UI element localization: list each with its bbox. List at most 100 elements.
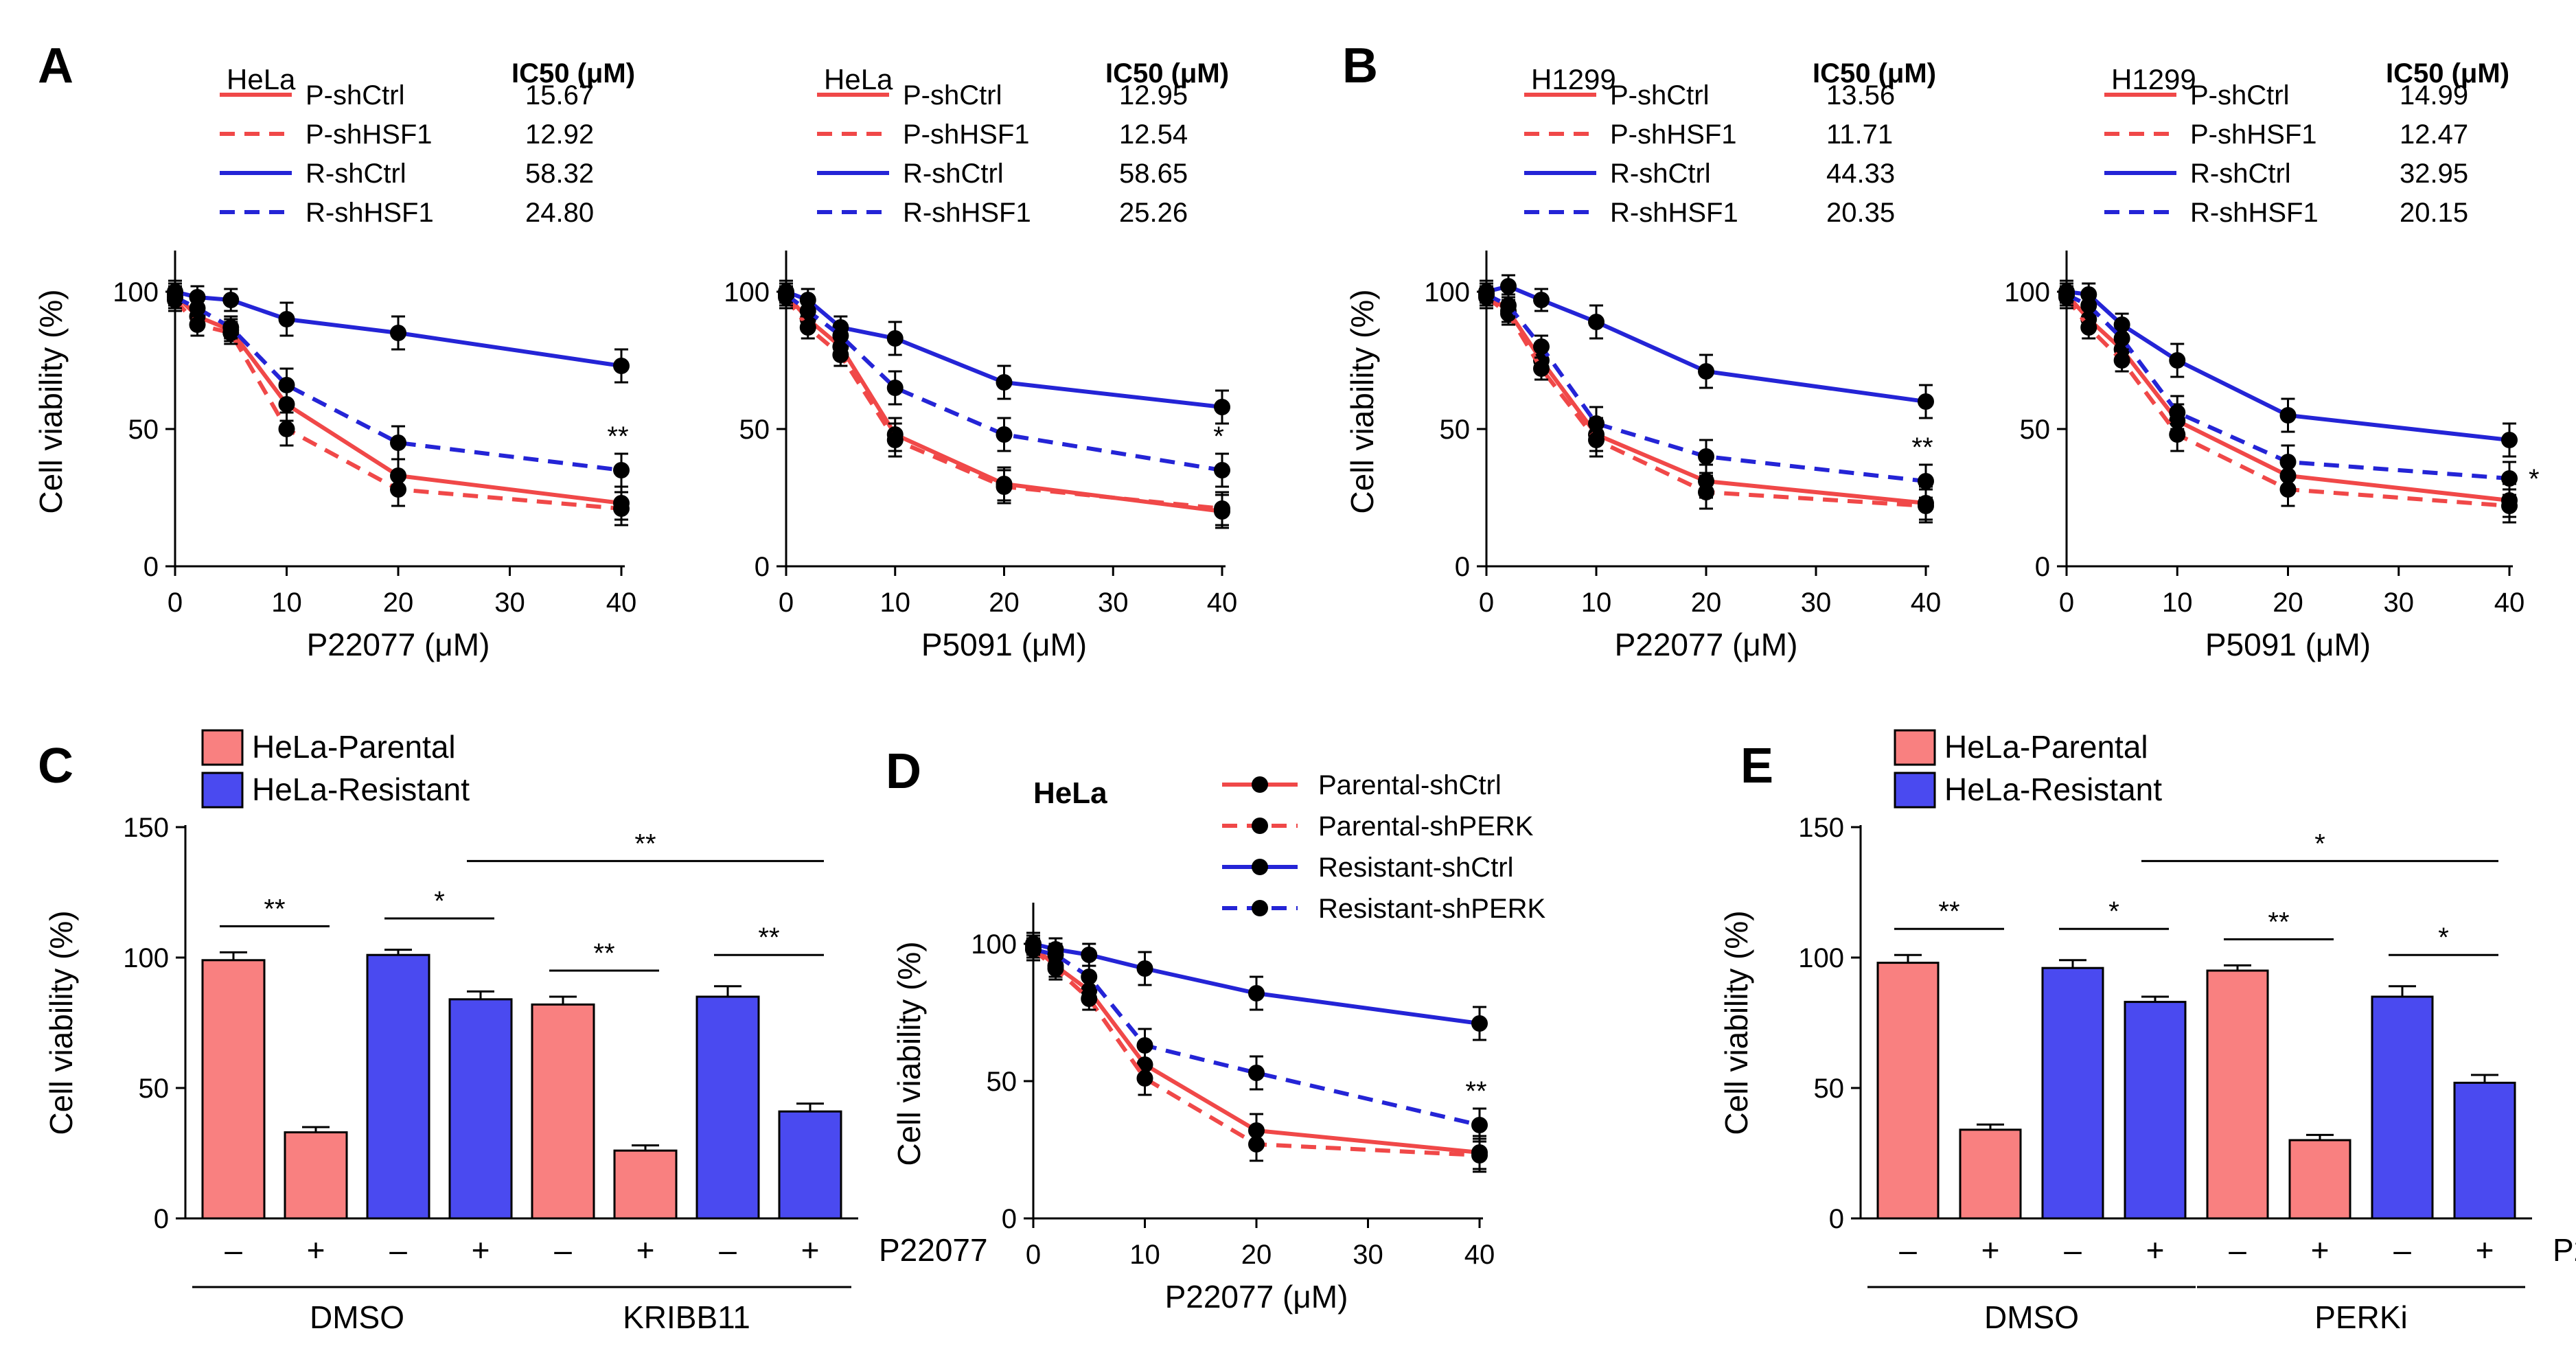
ic50-value: 14.99 — [2400, 80, 2468, 111]
significance-mark: ** — [2268, 907, 2289, 937]
significance-mark: ** — [634, 829, 656, 859]
y-tick-label: 0 — [154, 1204, 169, 1234]
data-point — [2080, 297, 2097, 314]
data-point — [2279, 481, 2297, 498]
data-point — [1214, 399, 1230, 415]
x-tick-label: 30 — [2384, 588, 2415, 618]
treatment-label: P22077 — [879, 1232, 988, 1268]
y-axis-label: Cell viability (%) — [1718, 910, 1754, 1135]
chart-panel-3: 0 50 100 0 10 20 30 40 P5091 (μM) * H1299 IC50 (μM)… — [2004, 58, 2539, 662]
data-point — [1248, 1065, 1265, 1081]
data-point — [2279, 454, 2297, 470]
chart-panel-1: 0 50 100 0 10 20 30 40 P5091 (μM) * HeLa IC50 (μM) P… — [724, 58, 1237, 662]
treatment-sign: + — [2476, 1232, 2494, 1268]
legend-label: P-shCtrl — [1610, 80, 1709, 111]
data-point — [390, 325, 406, 341]
bar — [695, 995, 760, 1220]
legend-label: P-shHSF1 — [903, 119, 1030, 150]
legend-label: Parental-shCtrl — [1318, 770, 1502, 800]
x-tick-label: 30 — [1801, 588, 1832, 618]
data-point — [278, 377, 295, 393]
x-tick-label: 40 — [1207, 588, 1238, 618]
treatment-sign: + — [1981, 1232, 2000, 1268]
legend-label: P-shHSF1 — [2190, 119, 2317, 150]
y-tick-label: 50 — [2020, 415, 2051, 445]
x-tick-label: 0 — [1479, 588, 1494, 618]
data-point — [886, 330, 904, 347]
x-tick-label: 0 — [2059, 588, 2074, 618]
ic50-value: 12.95 — [1119, 80, 1188, 111]
ic50-value: 58.32 — [525, 159, 594, 189]
data-point — [1698, 448, 1714, 465]
data-point — [1918, 473, 1934, 489]
y-tick-label: 50 — [987, 1067, 1017, 1097]
bar — [613, 1149, 678, 1220]
data-point — [167, 289, 183, 305]
y-tick-label: 100 — [724, 277, 770, 308]
bar — [2371, 995, 2434, 1220]
data-point — [613, 358, 630, 374]
treatment-sign: – — [554, 1232, 572, 1268]
data-point — [189, 316, 206, 333]
ic50-value: 44.33 — [1826, 159, 1895, 189]
significance-mark: * — [1213, 421, 1224, 452]
legend-marker — [1252, 776, 1268, 793]
series-line — [174, 295, 622, 472]
cell-line-label: H1299 — [2111, 63, 2196, 95]
x-tick-label: 0 — [779, 588, 794, 618]
x-axis-label: P22077 (μM) — [307, 627, 490, 662]
significance-mark: * — [2438, 923, 2449, 953]
data-point — [1471, 1015, 1488, 1032]
data-point — [1047, 960, 1064, 977]
ic50-header: IC50 (μM) — [2386, 58, 2509, 89]
cell-line-label: HeLa — [1033, 776, 1107, 810]
data-point — [222, 319, 240, 336]
treatment-sign: + — [2311, 1232, 2330, 1268]
series-line — [785, 292, 1223, 472]
data-point — [1214, 500, 1230, 517]
legend-label: R-shHSF1 — [903, 198, 1031, 228]
bar — [2041, 966, 2104, 1220]
panel-label: E — [1740, 739, 1773, 794]
treatment-sign: – — [225, 1232, 242, 1268]
data-point — [1533, 360, 1550, 377]
legend-label: P-shCtrl — [2190, 80, 2289, 111]
y-tick-label: 100 — [123, 943, 169, 973]
data-point — [2058, 286, 2075, 303]
data-point — [1136, 960, 1153, 977]
ic50-value: 32.95 — [2400, 159, 2468, 189]
y-tick-label: 0 — [1829, 1204, 1844, 1234]
x-tick-label: 10 — [1581, 588, 1612, 618]
x-tick-label: 0 — [168, 588, 183, 618]
y-tick-label: 150 — [1798, 813, 1844, 843]
legend-label: HeLa-Parental — [252, 729, 456, 765]
legend-label: P-shHSF1 — [1610, 119, 1737, 150]
data-point — [886, 432, 904, 448]
data-point — [1047, 947, 1064, 963]
treatment-sign: + — [636, 1232, 655, 1268]
data-point — [278, 421, 295, 437]
legend-label: P-shHSF1 — [306, 119, 433, 150]
x-axis-label: P5091 (μM) — [921, 627, 1087, 662]
significance-mark: ** — [1938, 896, 1959, 927]
group-label: KRIBB11 — [623, 1299, 750, 1335]
legend-label: R-shHSF1 — [2190, 198, 2319, 228]
data-point — [1588, 415, 1605, 432]
y-tick-label: 100 — [113, 277, 159, 308]
bar — [1959, 1128, 2022, 1220]
data-point — [832, 347, 849, 363]
x-axis-label: P5091 (μM) — [2205, 627, 2371, 662]
data-point — [1533, 338, 1550, 355]
cell-line-label: HeLa — [227, 63, 296, 95]
data-point — [1698, 363, 1714, 380]
data-point — [2169, 426, 2186, 443]
x-tick-label: 0 — [1026, 1240, 1041, 1270]
panel-label: A — [38, 38, 73, 93]
ic50-value: 24.80 — [525, 198, 594, 228]
y-tick-label: 50 — [1440, 415, 1471, 445]
data-point — [1081, 947, 1098, 963]
significance-mark: * — [2108, 896, 2119, 927]
y-axis-label: Cell viability (%) — [891, 941, 927, 1166]
y-tick-label: 100 — [971, 929, 1017, 960]
data-point — [778, 286, 794, 303]
